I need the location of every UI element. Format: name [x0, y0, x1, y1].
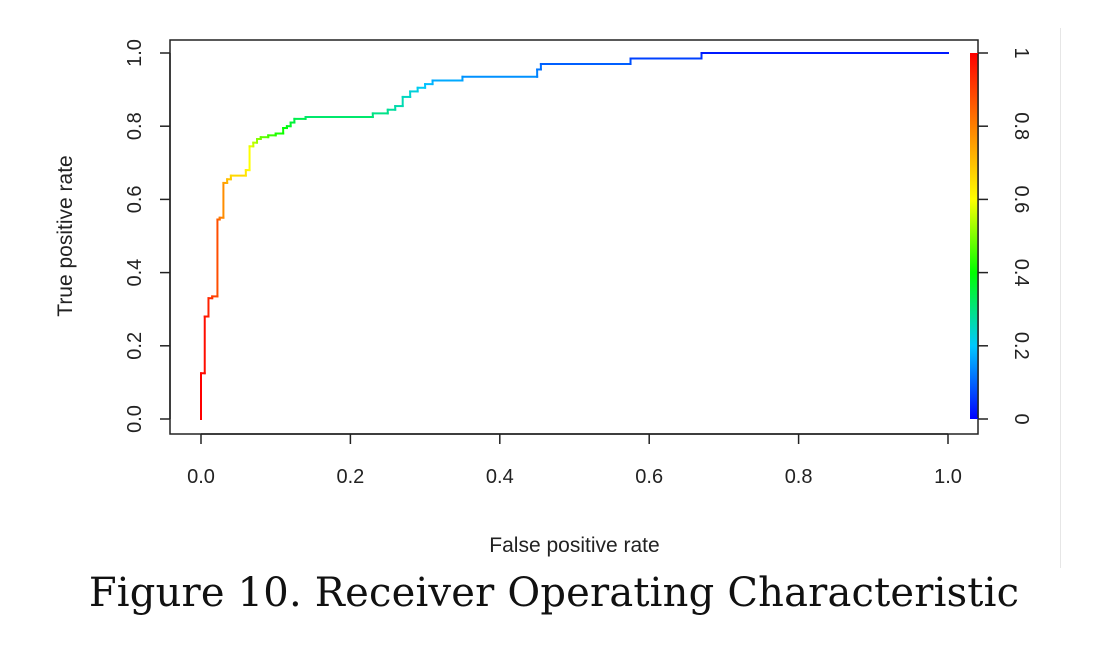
x-tick-label: 0.4 — [486, 466, 514, 488]
roc-chart: 0.0 0.2 0.4 0.6 0.8 1.0 0.00.20.40.60.81.0 00… — [54, 39, 1032, 557]
figure-caption: Figure 10. Receiver Operating Characteri… — [88, 570, 1020, 616]
x-tick-label: 0.8 — [785, 466, 813, 488]
colorbar-tick-label: 0.6 — [1010, 185, 1032, 213]
colorbar-axis: 0 0.2 0.4 0.6 0.8 1 — [977, 47, 1032, 425]
y-tick-label: 0.8 — [124, 112, 146, 140]
y-axis-title: True positive rate — [54, 155, 77, 316]
plot-frame — [169, 39, 979, 435]
y-tick-label: 0.6 — [124, 185, 146, 213]
colorbar-tick-label: 0 — [1010, 413, 1032, 424]
page-edge-rule — [1060, 28, 1061, 568]
y-axis: 0.0 0.2 0.4 0.6 0.8 1.0 — [124, 39, 171, 433]
y-tick-label: 0.2 — [124, 332, 146, 360]
y-tick-label: 0.4 — [124, 259, 146, 287]
colorbar-tick-label: 1 — [1010, 47, 1032, 58]
x-tick-label: 0.2 — [336, 466, 364, 488]
colorbar-tick-label: 0.4 — [1010, 259, 1032, 287]
y-tick-label: 0.0 — [124, 405, 146, 433]
roc-curve — [200, 52, 949, 420]
colorbar-tick-label: 0.8 — [1010, 112, 1032, 140]
colorbar-tick-label: 0.2 — [1010, 332, 1032, 360]
x-axis: 0.0 0.2 0.4 0.6 0.8 1.0 — [187, 433, 962, 488]
x-tick-label: 0.0 — [187, 466, 215, 488]
colorbar — [970, 53, 978, 419]
x-tick-label: 0.6 — [635, 466, 663, 488]
x-axis-title: False positive rate — [489, 534, 659, 557]
y-tick-label: 1.0 — [124, 39, 146, 67]
x-tick-label: 1.0 — [934, 466, 962, 488]
